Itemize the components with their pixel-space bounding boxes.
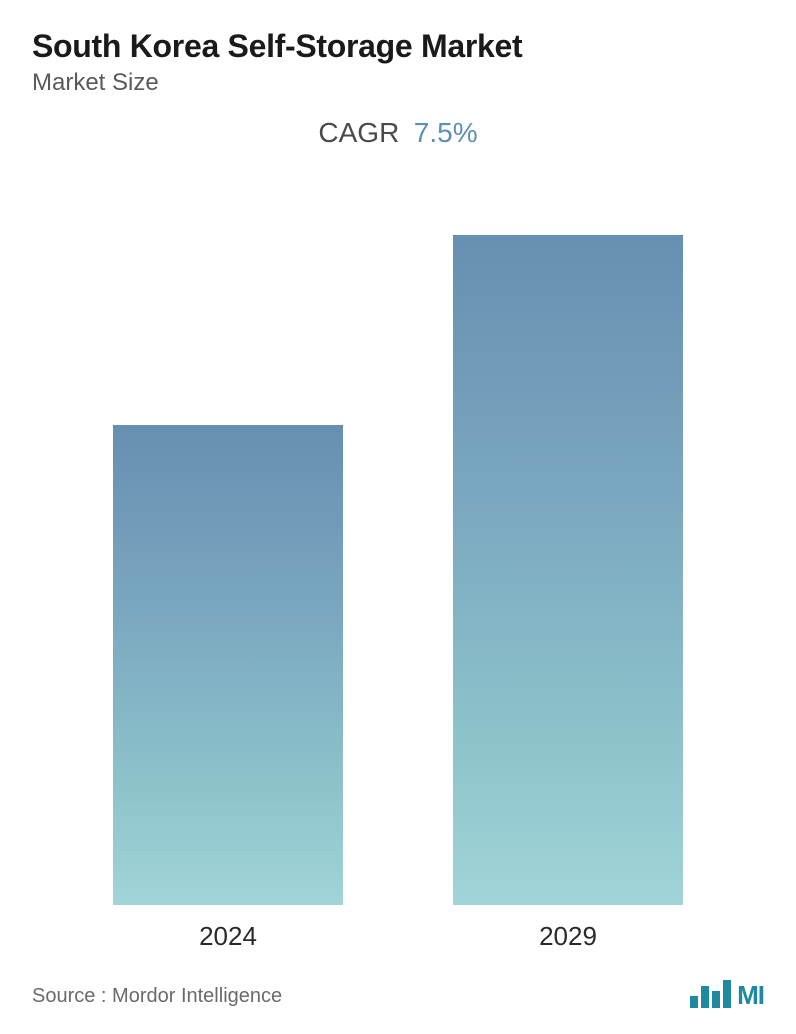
chart-container: South Korea Self-Storage Market Market S… xyxy=(0,0,796,1034)
bar-label-2029: 2029 xyxy=(539,921,597,952)
bar-2029 xyxy=(453,235,683,905)
footer: Source : Mordor Intelligence MI xyxy=(32,980,764,1014)
bar-chart: 2024 2029 xyxy=(32,149,764,952)
bar-2024 xyxy=(113,425,343,905)
cagr-row: CAGR 7.5% xyxy=(32,117,764,149)
brand-logo: MI xyxy=(690,980,764,1008)
cagr-value: 7.5% xyxy=(414,117,478,149)
logo-text: MI xyxy=(737,982,764,1008)
cagr-label: CAGR xyxy=(318,117,399,149)
bar-group-2029: 2029 xyxy=(453,235,683,952)
bar-group-2024: 2024 xyxy=(113,425,343,952)
page-title: South Korea Self-Storage Market xyxy=(32,28,764,65)
source-text: Source : Mordor Intelligence xyxy=(32,985,282,1008)
bar-label-2024: 2024 xyxy=(199,921,257,952)
logo-bars-icon xyxy=(690,980,731,1008)
page-subtitle: Market Size xyxy=(32,69,764,97)
